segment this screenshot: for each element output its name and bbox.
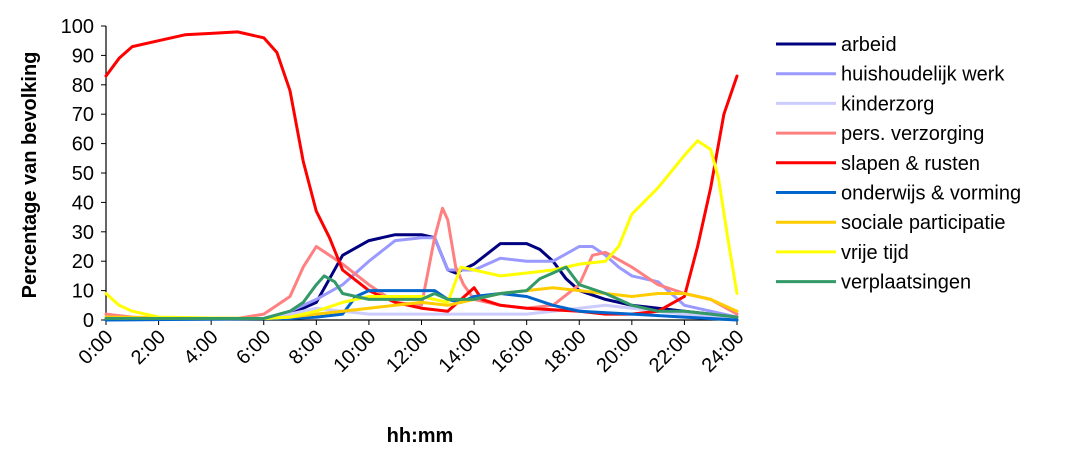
y-tick-label: 70 <box>72 104 94 126</box>
y-tick-label: 10 <box>72 281 94 303</box>
legend-label-onderwijs-vorming: onderwijs & vorming <box>841 183 1021 205</box>
legend-label-huishoudelijk-werk: huishoudelijk werk <box>841 64 1005 86</box>
legend-label-vrije-tijd: vrije tijd <box>841 242 909 264</box>
legend-label-arbeid: arbeid <box>841 34 897 56</box>
x-tick-label: 2:00 <box>127 326 170 369</box>
x-tick-label: 6:00 <box>232 326 275 369</box>
series-line-slapen-rusten <box>106 32 737 314</box>
y-tick-label: 90 <box>72 45 94 67</box>
x-tick-label: 16:00 <box>487 326 538 377</box>
y-tick-label: 60 <box>72 134 94 156</box>
legend-label-verplaatsingen: verplaatsingen <box>841 272 971 294</box>
x-tick-label: 4:00 <box>180 326 223 369</box>
legend: arbeid huishoudelijk werk kinderzorg pers. … <box>776 34 1021 294</box>
y-tick-label: 30 <box>72 222 94 244</box>
x-tick-label: 12:00 <box>382 326 433 377</box>
legend-label-kinderzorg: kinderzorg <box>841 93 934 115</box>
x-tick-label: 24:00 <box>698 326 749 377</box>
x-tick-label: 0:00 <box>74 326 117 369</box>
y-tick-label: 20 <box>72 251 94 273</box>
y-tick-label: 50 <box>72 163 94 185</box>
plot-area: 0 10 20 30 40 50 60 70 80 90 100 0:00 2:00 4:00 6:00 8:… <box>61 16 749 377</box>
y-axis-title: Percentage van bevolking <box>19 52 41 299</box>
y-tick-label: 80 <box>72 75 94 97</box>
y-tick-label: 40 <box>72 192 94 214</box>
y-tick-label: 0 <box>83 310 94 332</box>
y-tick-label: 100 <box>61 16 94 38</box>
legend-label-pers-verzorging: pers. verzorging <box>841 123 984 145</box>
x-tick-label: 20:00 <box>592 326 643 377</box>
x-tick-label: 14:00 <box>435 326 486 377</box>
legend-label-sociale-participatie: sociale participatie <box>841 212 1006 234</box>
x-tick-label: 10:00 <box>329 326 380 377</box>
x-tick-label: 22:00 <box>645 326 696 377</box>
legend-label-slapen-rusten: slapen & rusten <box>841 153 980 175</box>
x-tick-label: 8:00 <box>285 326 328 369</box>
x-axis-title: hh:mm <box>387 425 454 447</box>
x-tick-label: 18:00 <box>540 326 591 377</box>
